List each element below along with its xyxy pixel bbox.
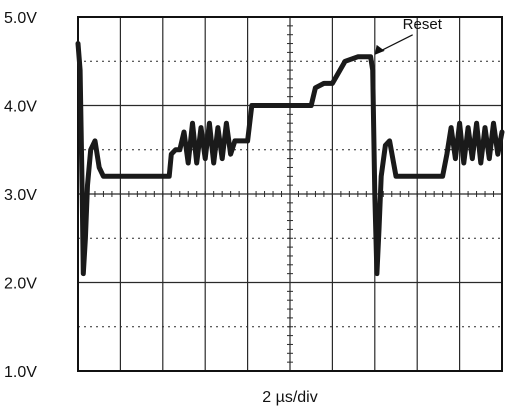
axis-minor-ticks <box>77 16 503 372</box>
trace <box>75 41 505 277</box>
y-tick-label: 2.0V <box>4 276 37 293</box>
x-axis-label: 2 µs/div <box>262 389 317 406</box>
plot-frame <box>77 16 503 372</box>
y-tick-label: 4.0V <box>4 99 37 116</box>
y-tick-labels: 5.0V 4.0V 3.0V 2.0V 1.0V <box>4 10 37 381</box>
trace-line <box>75 41 505 277</box>
annotation-arrowhead <box>374 44 385 55</box>
annotations: Reset <box>374 16 443 55</box>
annotation-label: Reset <box>403 16 443 33</box>
y-tick-label: 3.0V <box>4 187 37 204</box>
y-tick-label: 5.0V <box>4 10 37 27</box>
y-tick-label: 1.0V <box>4 364 37 381</box>
